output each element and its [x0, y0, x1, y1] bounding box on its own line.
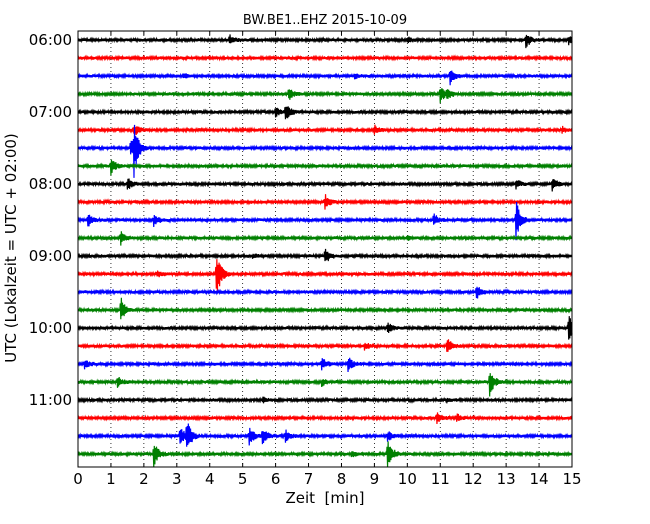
tick-labels: 0 1 2 3 4 5 6 7 8 9 10 11 12 13 14 1506:0007:0008:0009:…: [29, 31, 582, 488]
y-tick-label-5: 11:00: [29, 391, 72, 409]
trace-1100: [77, 396, 573, 404]
trace-0700: [77, 106, 573, 120]
trace-0930: [77, 286, 573, 299]
trace-0945: [77, 297, 573, 320]
x-tick-label-11: 11: [431, 470, 450, 488]
x-tick-label-6: 6: [271, 470, 281, 488]
trace-1030: [77, 357, 573, 372]
trace-lines: [77, 34, 573, 468]
x-tick-label-5: 5: [238, 470, 248, 488]
x-tick-label-7: 7: [304, 470, 314, 488]
y-tick-label-4: 10:00: [29, 319, 72, 337]
trace-1115: [77, 412, 573, 425]
trace-0630: [77, 70, 573, 86]
y-axis-label: UTC (Lokalzeit = UTC + 02:00): [2, 133, 20, 363]
trace-0800: [77, 178, 573, 192]
y-tick-label-0: 06:00: [29, 31, 72, 49]
x-tick-label-9: 9: [370, 470, 380, 488]
trace-0915: [77, 259, 573, 292]
x-tick-label-0: 0: [73, 470, 83, 488]
trace-1145: [77, 441, 573, 468]
y-tick-label-1: 07:00: [29, 103, 72, 121]
trace-1015: [77, 339, 573, 352]
x-tick-label-8: 8: [337, 470, 347, 488]
trace-0830: [77, 201, 573, 241]
plot-frame: [77, 30, 573, 468]
trace-0600: [77, 34, 573, 49]
chart-title: BW.BE1..EHZ 2015-10-09: [243, 13, 407, 28]
x-tick-label-12: 12: [464, 470, 483, 488]
x-tick-label-15: 15: [562, 470, 581, 488]
grid-lines: [110, 31, 540, 467]
trace-0730: [77, 124, 573, 178]
y-tick-label-3: 09:00: [29, 247, 72, 265]
trace-1045: [77, 373, 573, 397]
trace-0900: [77, 248, 573, 262]
x-tick-label-4: 4: [205, 470, 215, 488]
y-tick-label-2: 08:00: [29, 175, 72, 193]
trace-0715: [77, 124, 573, 136]
x-tick-label-3: 3: [172, 470, 182, 488]
axes: [77, 30, 573, 468]
x-tick-label-13: 13: [497, 470, 516, 488]
x-tick-label-10: 10: [398, 470, 417, 488]
trace-1130: [77, 423, 573, 447]
x-tick-label-1: 1: [106, 470, 116, 488]
x-tick-label-2: 2: [139, 470, 149, 488]
x-tick-label-14: 14: [530, 470, 549, 488]
trace-0645: [77, 88, 573, 104]
trace-0615: [77, 54, 573, 62]
trace-0845: [77, 231, 573, 246]
trace-0815: [77, 194, 573, 210]
trace-1000: [77, 316, 573, 340]
trace-0745: [77, 159, 573, 176]
x-axis-label: Zeit [min]: [285, 489, 364, 507]
